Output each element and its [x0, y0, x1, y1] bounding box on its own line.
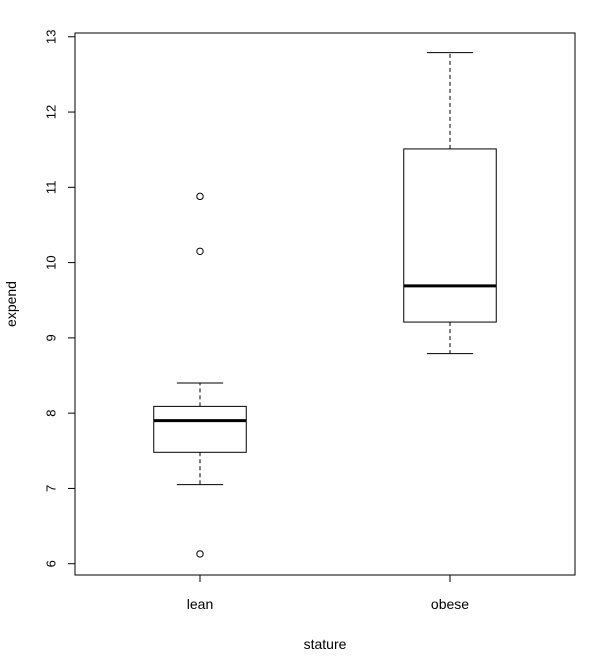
y-tick-label: 11 [44, 181, 59, 195]
y-tick-label: 13 [44, 30, 59, 44]
iqr-box [153, 405, 247, 453]
y-axis: 6 7 8 9 10 11 12 13 [44, 30, 75, 567]
outlier-point [196, 247, 204, 256]
outlier-point [196, 192, 204, 201]
box-lean [153, 192, 247, 558]
y-tick-label: 7 [44, 485, 59, 492]
x-tick-label: obese [431, 596, 469, 612]
outlier-point [196, 550, 204, 558]
y-axis-title: expend [3, 281, 19, 327]
x-axis: lean obese [187, 575, 469, 612]
box-obese [403, 52, 497, 355]
y-tick-label: 12 [44, 105, 59, 119]
x-axis-title: stature [304, 636, 347, 652]
y-tick-label: 6 [44, 560, 59, 567]
boxes-group [153, 52, 497, 558]
iqr-box [403, 148, 497, 323]
plot-frame [74, 32, 576, 576]
x-tick-label: lean [187, 596, 213, 612]
y-tick-label: 8 [44, 410, 59, 417]
y-tick-label: 10 [44, 255, 59, 269]
y-tick-label: 9 [44, 334, 59, 341]
